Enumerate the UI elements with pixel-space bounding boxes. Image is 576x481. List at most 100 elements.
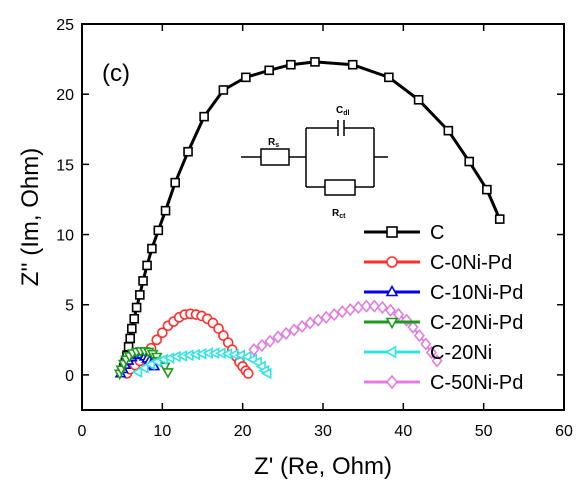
- data-point: [376, 300, 388, 315]
- legend-item: C-50Ni-Pd: [364, 372, 523, 394]
- data-point: [131, 366, 143, 378]
- legend-marker: [385, 284, 399, 297]
- x-tick-label: 0: [78, 423, 87, 440]
- data-point: [135, 290, 145, 300]
- y-tick-label: 15: [56, 157, 74, 174]
- y-tick-label: 5: [65, 298, 74, 315]
- equivalent-circuit-inset: Rs Cdl Rct: [241, 105, 388, 220]
- data-point: [384, 72, 394, 83]
- label-cdl: Cdl: [336, 105, 350, 117]
- data-point: [131, 302, 142, 313]
- series-5: [248, 299, 443, 368]
- y-axis-label: Z'' (Im, Ohm): [17, 148, 44, 286]
- data-point: [310, 57, 320, 67]
- data-point: [494, 214, 505, 224]
- x-axis-label: Z' (Re, Ohm): [254, 453, 392, 480]
- legend-item: C-20Ni-Pd: [364, 312, 523, 334]
- legend-marker: [385, 374, 399, 390]
- x-tick-label: 30: [314, 423, 332, 440]
- x-tick-label: 40: [394, 423, 412, 440]
- y-tick-label: 25: [56, 17, 74, 34]
- x-tick-label: 50: [475, 423, 493, 440]
- data-point: [183, 146, 193, 157]
- label-rct: Rct: [332, 208, 346, 220]
- data-point: [213, 323, 224, 334]
- data-point: [272, 330, 284, 344]
- data-point: [260, 367, 272, 380]
- y-tick-label: 0: [65, 368, 74, 385]
- panel-label: (c): [102, 60, 130, 87]
- data-point: [443, 125, 454, 136]
- data-point: [420, 337, 432, 351]
- x-tick-label: 60: [555, 423, 573, 440]
- data-point: [336, 305, 348, 319]
- data-point: [138, 362, 149, 374]
- legend-marker: [384, 345, 397, 359]
- data-point: [312, 313, 324, 327]
- data-point: [170, 177, 180, 188]
- x-tick-label: 10: [153, 423, 171, 440]
- data-point: [328, 307, 340, 322]
- legend-item: C-10Ni-Pd: [364, 282, 523, 304]
- data-point: [482, 184, 492, 195]
- data-point: [368, 299, 380, 313]
- data-point: [241, 72, 251, 83]
- data-point: [296, 319, 308, 334]
- data-point: [320, 310, 332, 325]
- data-point: [125, 333, 135, 344]
- legend-item: C-20Ni: [364, 342, 492, 364]
- data-point: [157, 327, 168, 339]
- data-point: [407, 320, 419, 334]
- data-point: [127, 323, 137, 334]
- data-point: [138, 276, 148, 286]
- data-point: [218, 85, 229, 95]
- data-point: [151, 334, 163, 346]
- data-point: [347, 59, 358, 70]
- axis-ticks: 0 10 20 30 40 50 60 0 5 10 15 20 25: [56, 17, 573, 440]
- legend-item: C-0Ni-Pd: [364, 252, 512, 274]
- legend: C C-0Ni-Pd C-10Ni-Pd C-20Ni-Pd C-20Ni C-50Ni-…: [364, 222, 523, 394]
- data-point: [248, 342, 260, 357]
- legend-item: C: [364, 222, 444, 244]
- data-point: [264, 65, 274, 76]
- legend-label: C: [430, 222, 444, 244]
- series-0: [117, 57, 505, 377]
- data-point: [264, 334, 276, 348]
- data-point: [360, 299, 372, 313]
- data-point: [384, 303, 397, 317]
- legend-marker: [385, 317, 399, 330]
- legend-marker: [386, 256, 398, 268]
- data-point: [142, 260, 152, 271]
- data-point: [392, 307, 405, 322]
- data-point: [218, 330, 229, 341]
- legend-label: C-0Ni-Pd: [430, 252, 512, 274]
- data-point: [431, 354, 443, 368]
- data-point: [464, 156, 475, 167]
- data-point: [425, 345, 437, 360]
- x-tick-label: 20: [234, 423, 252, 440]
- legend-label: C-20Ni-Pd: [430, 312, 523, 334]
- data-point: [147, 243, 157, 254]
- data-point: [413, 94, 424, 105]
- data-point: [280, 326, 292, 341]
- y-tick-label: 20: [56, 87, 74, 104]
- data-point: [129, 313, 140, 324]
- resistor-rct: [324, 179, 356, 196]
- data-point: [199, 111, 209, 122]
- data-point: [162, 368, 174, 379]
- data-point: [413, 328, 425, 343]
- y-tick-label: 10: [56, 228, 74, 245]
- data-point: [256, 338, 268, 353]
- data-point: [153, 225, 164, 236]
- series-layer: [113, 57, 505, 381]
- legend-label: C-10Ni-Pd: [430, 282, 523, 304]
- data-point: [288, 323, 300, 337]
- legend-label: C-50Ni-Pd: [430, 372, 523, 394]
- data-point: [344, 302, 356, 317]
- data-point: [242, 368, 254, 379]
- data-point: [352, 300, 364, 315]
- data-point: [304, 316, 316, 330]
- data-point: [286, 59, 296, 70]
- legend-marker: [386, 226, 398, 238]
